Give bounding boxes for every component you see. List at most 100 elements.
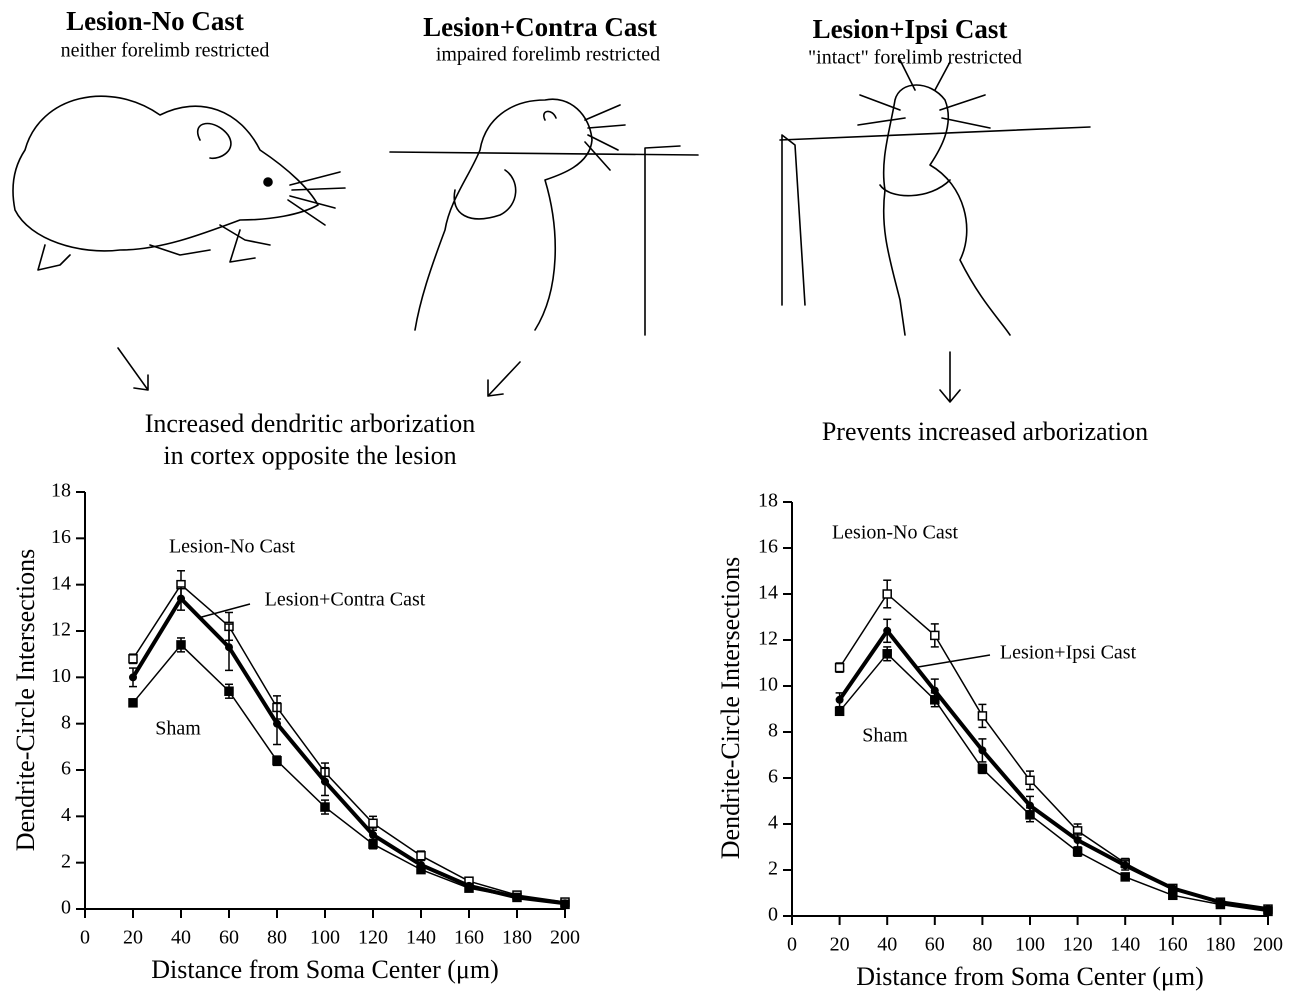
x-tick-label: 40 [877,934,897,956]
x-tick-label: 40 [171,927,191,949]
marker [369,840,377,848]
y-tick-label: 4 [768,812,778,834]
marker [417,852,425,860]
y-tick-label: 8 [61,711,71,733]
y-tick-label: 14 [51,572,71,594]
y-tick-label: 0 [61,897,71,919]
series-line [840,631,1268,909]
conclusion: Prevents increased arborization [822,417,1148,446]
rat-illustration [780,60,1090,335]
series-label: Sham [862,725,908,747]
marker [1026,811,1034,819]
y-tick-label: 12 [758,628,778,650]
y-tick-label: 16 [51,526,71,548]
marker [1121,861,1129,869]
y-tick-label: 10 [758,674,778,696]
x-tick-label: 100 [310,927,340,949]
marker [978,712,986,720]
y-tick-label: 2 [768,858,778,880]
marker [978,746,986,754]
marker [561,900,569,908]
marker [129,673,137,681]
y-tick-label: 8 [768,720,778,742]
marker [1216,901,1224,909]
marker [129,655,137,663]
marker [369,831,377,839]
marker [369,819,377,827]
x-axis-label: Distance from Soma Center (μm) [151,955,499,984]
x-tick-label: 120 [1063,934,1093,956]
panel-subtitle: "intact" forelimb restricted [808,47,1022,69]
x-tick-label: 60 [925,934,945,956]
marker [1264,907,1272,915]
series-label: Lesion+Ipsi Cast [1000,642,1137,664]
panel-title: Lesion-No Cast [66,6,244,36]
marker [836,696,844,704]
marker [931,631,939,639]
y-tick-label: 0 [768,904,778,926]
y-tick-label: 18 [51,480,71,502]
x-tick-label: 80 [972,934,992,956]
x-tick-label: 120 [358,927,388,949]
series-label: Lesion-No Cast [832,522,959,544]
series-line [133,599,565,904]
marker [1169,891,1177,899]
marker [931,696,939,704]
marker [883,590,891,598]
series-line [133,585,565,902]
x-axis-label: Distance from Soma Center (μm) [856,962,1204,991]
marker [883,627,891,635]
x-tick-label: 200 [1253,934,1283,956]
marker [225,687,233,695]
marker [129,699,137,707]
x-tick-label: 160 [454,927,484,949]
label-pointer [918,655,990,667]
y-tick-label: 12 [51,619,71,641]
x-tick-label: 20 [830,934,850,956]
y-tick-label: 16 [758,536,778,558]
marker [836,664,844,672]
x-tick-label: 160 [1158,934,1188,956]
marker [273,720,281,728]
marker [465,884,473,892]
figure: Lesion-No Cast neither forelimb restrict… [0,0,1296,994]
x-tick-label: 200 [550,927,580,949]
marker [1121,873,1129,881]
conclusion: Increased dendritic arborization [145,409,476,438]
x-tick-label: 140 [1110,934,1140,956]
marker [1026,776,1034,784]
marker [417,866,425,874]
series-line [840,654,1268,912]
series-label: Lesion+Contra Cast [265,589,426,611]
arrow [118,348,960,402]
panel-subtitle: neither forelimb restricted [61,40,270,62]
marker [177,595,185,603]
y-tick-label: 4 [61,804,71,826]
series-label: Lesion-No Cast [169,536,296,558]
y-tick-label: 10 [51,665,71,687]
y-tick-label: 14 [758,582,778,604]
x-tick-label: 80 [267,927,287,949]
marker [321,778,329,786]
panel-title: Lesion+Ipsi Cast [813,14,1008,44]
rat-illustration [390,99,698,335]
panel-subtitle: impaired forelimb restricted [436,44,660,66]
marker [225,643,233,651]
series-label: Sham [155,718,201,740]
rat-illustration [13,96,345,270]
conclusion: in cortex opposite the lesion [163,441,456,470]
marker [513,893,521,901]
x-tick-label: 20 [123,927,143,949]
y-tick-label: 6 [768,766,778,788]
x-tick-label: 140 [406,927,436,949]
y-tick-label: 2 [61,850,71,872]
marker [321,803,329,811]
series-line [133,645,565,904]
x-tick-label: 180 [502,927,532,949]
marker [177,641,185,649]
marker [836,707,844,715]
x-tick-label: 60 [219,927,239,949]
marker [1074,836,1082,844]
marker [1074,848,1082,856]
x-tick-label: 100 [1015,934,1045,956]
